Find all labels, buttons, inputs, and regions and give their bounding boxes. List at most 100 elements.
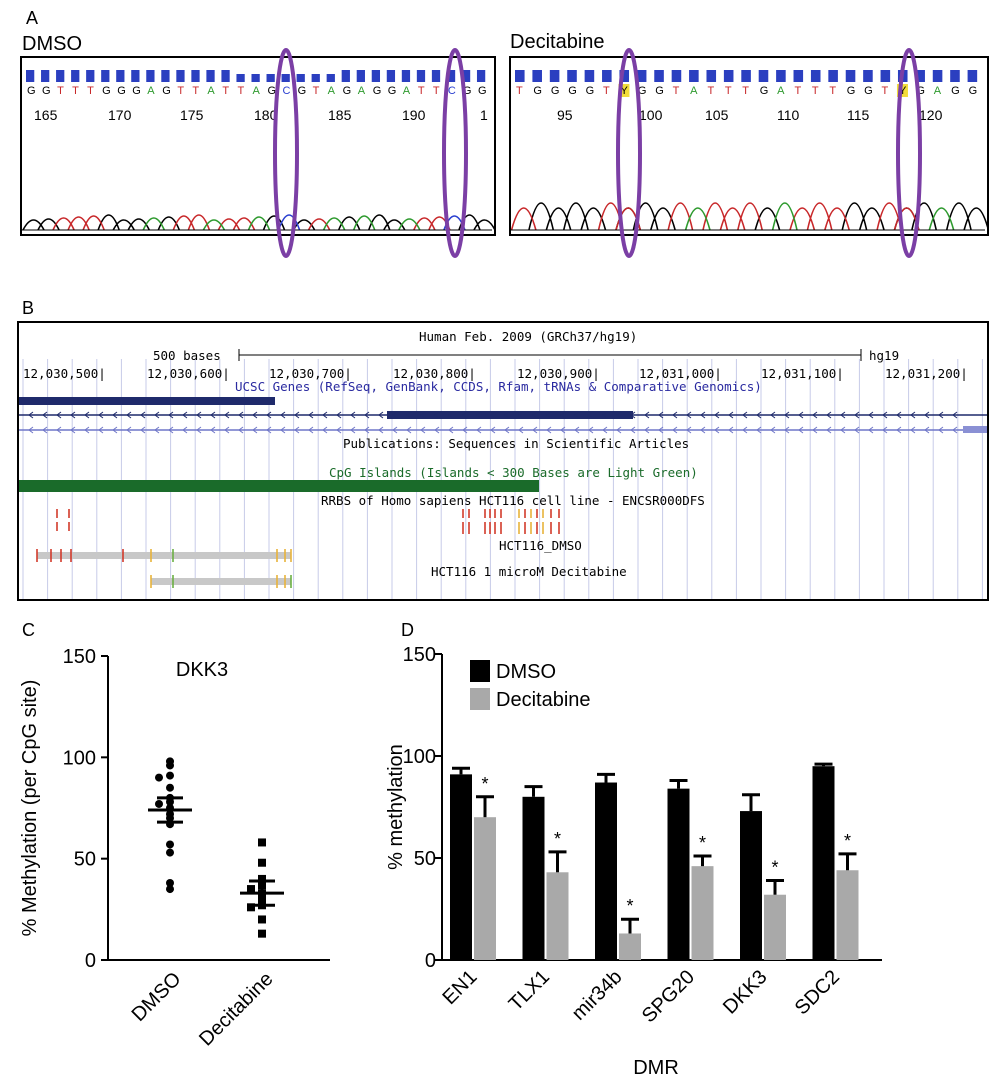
- strand-arrow: [154, 411, 160, 419]
- strand-arrow: [826, 426, 832, 434]
- dmso-bar: [450, 774, 472, 960]
- strand-arrow: [294, 426, 300, 434]
- quality-bar: [326, 74, 335, 82]
- strand-arrow: [742, 411, 748, 419]
- x-category-label: SDC2: [791, 966, 844, 1019]
- strand-arrow: [448, 411, 454, 419]
- base-call-letter: G: [42, 85, 51, 97]
- panel-label-d: D: [401, 620, 414, 640]
- quality-bar: [71, 70, 80, 82]
- strand-arrow: [434, 411, 440, 419]
- base-call-letter: T: [192, 85, 199, 97]
- strand-arrow: [868, 426, 874, 434]
- cpg-track-label: CpG Islands (Islands < 300 Bases are Lig…: [329, 465, 698, 480]
- strand-arrow: [434, 426, 440, 434]
- strand-arrow: [882, 411, 888, 419]
- quality-bar: [311, 74, 320, 82]
- base-call-letter: T: [222, 85, 229, 97]
- base-call-letter: A: [777, 85, 785, 97]
- quality-bar: [863, 70, 873, 82]
- quality-bar: [654, 70, 664, 82]
- base-call-letter: A: [403, 85, 411, 97]
- dmso-data-point: [166, 771, 174, 780]
- base-call-letter: T: [418, 85, 425, 97]
- y-tick-label: 100: [403, 746, 436, 768]
- strand-arrow: [420, 426, 426, 434]
- strand-arrow: [42, 426, 48, 434]
- quality-bar: [221, 70, 230, 82]
- coord-label: 12,030,900|: [517, 366, 600, 381]
- strand-arrow: [728, 426, 734, 434]
- quality-bar: [191, 70, 200, 82]
- dmso-data-point: [155, 799, 163, 808]
- base-call-letter: G: [463, 85, 472, 97]
- base-call-letter: G: [117, 85, 126, 97]
- quality-bar: [86, 70, 95, 82]
- strand-arrow: [210, 426, 216, 434]
- strand-arrow: [196, 411, 202, 419]
- base-call-letter: G: [916, 85, 925, 97]
- base-call-letter: T: [177, 85, 184, 97]
- quality-bar: [723, 70, 734, 82]
- strand-arrow: [70, 426, 76, 434]
- dmso-bar: [740, 811, 762, 960]
- ucsc-genome-browser: Human Feb. 2009 (GRCh37/hg19) 500 bases …: [17, 321, 989, 601]
- coord-label: 12,030,500|: [23, 366, 106, 381]
- base-call-letter: A: [147, 85, 155, 97]
- strand-arrow: [560, 411, 566, 419]
- base-call-letter: G: [760, 85, 769, 97]
- decitabine-data-point: [258, 858, 266, 867]
- y-tick-label: 150: [63, 646, 96, 668]
- coord-label: 12,030,600|: [147, 366, 230, 381]
- strand-arrow: [574, 426, 580, 434]
- cpg-highlight-ellipse: [896, 48, 922, 258]
- base-call-letter: G: [343, 85, 352, 97]
- base-call-letter: G: [638, 85, 647, 97]
- strand-arrow: [854, 426, 860, 434]
- quality-bar: [176, 70, 185, 82]
- chromatogram-trace: [511, 202, 920, 231]
- strand-arrow: [112, 411, 118, 419]
- x-axis-label: DMR: [633, 1057, 679, 1079]
- scale-bar-label: 500 bases: [153, 348, 221, 363]
- strand-arrow: [826, 411, 832, 419]
- dmso-bar: [812, 766, 835, 960]
- gene-exon-block: [963, 426, 987, 433]
- strand-arrow: [462, 426, 468, 434]
- quality-bar: [236, 74, 245, 82]
- cpg-highlight-ellipse: [273, 48, 299, 258]
- strand-arrow: [126, 411, 132, 419]
- quality-bar: [567, 70, 577, 82]
- quality-bar: [845, 70, 856, 82]
- strand-arrow: [364, 426, 370, 434]
- strand-arrow: [518, 411, 524, 419]
- dmso-chromatogram-title: DMSO: [22, 33, 82, 55]
- base-call-letter: A: [934, 85, 942, 97]
- strand-arrow: [854, 411, 860, 419]
- strand-arrow: [924, 411, 930, 419]
- quality-bar: [689, 70, 699, 82]
- base-call-letter: G: [27, 85, 36, 97]
- strand-arrow: [364, 411, 370, 419]
- quality-bar: [950, 70, 960, 82]
- decitabine-data-point: [258, 915, 266, 924]
- quality-bar: [416, 70, 426, 82]
- base-call-letter: T: [742, 85, 749, 97]
- base-call-letter: T: [673, 85, 680, 97]
- genome-label: hg19: [869, 348, 900, 363]
- strand-arrow: [686, 411, 692, 419]
- strand-arrow: [420, 411, 426, 419]
- significance-marker: *: [771, 857, 778, 877]
- strand-arrow: [616, 426, 622, 434]
- strand-arrow: [714, 411, 720, 419]
- base-call-letter: G: [162, 85, 171, 97]
- chromatogram-trace: [52, 214, 451, 231]
- strand-arrow: [784, 411, 790, 419]
- strand-arrow: [798, 411, 804, 419]
- sequence-position-label: 105: [705, 107, 729, 123]
- strand-arrow: [210, 411, 216, 419]
- base-call-letter: G: [568, 85, 577, 97]
- strand-arrow: [294, 411, 300, 419]
- strand-arrow: [840, 411, 846, 419]
